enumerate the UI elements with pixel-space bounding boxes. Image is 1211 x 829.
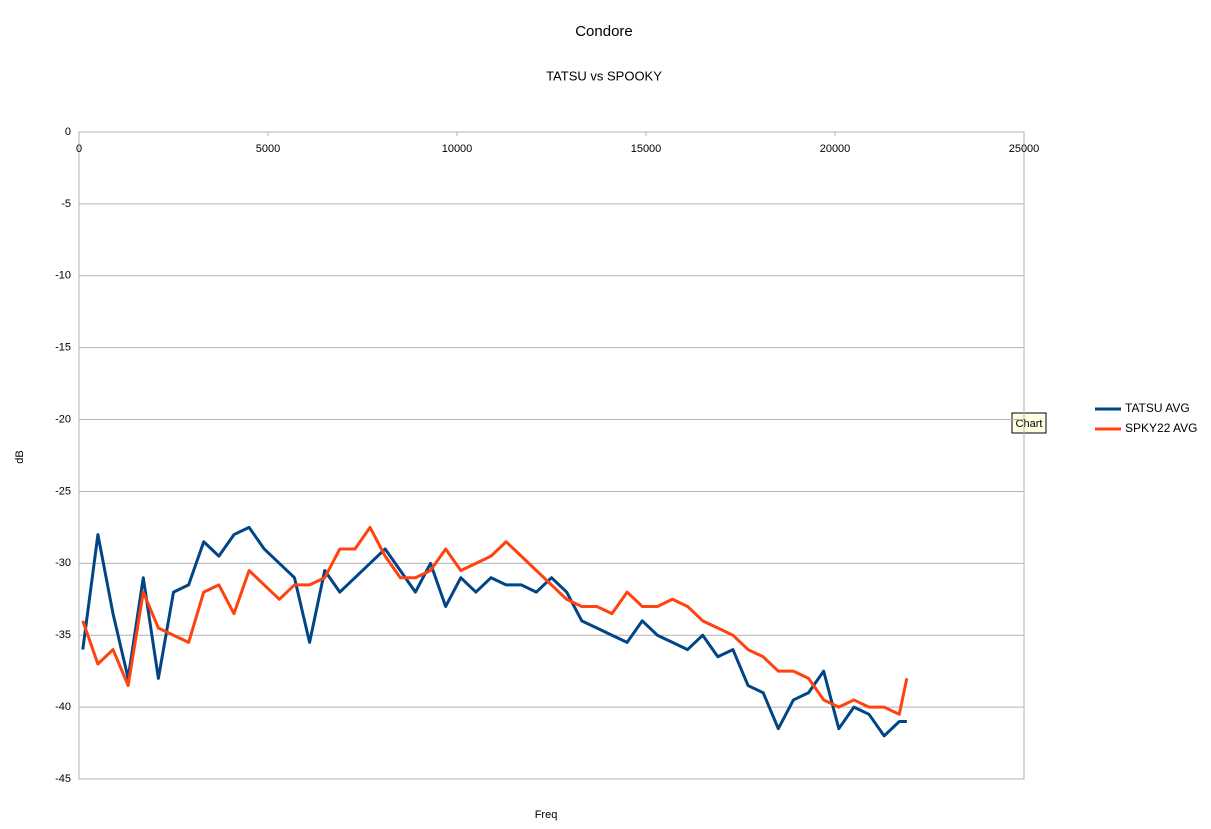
y-axis-label: dB (14, 450, 26, 463)
plot-area (78, 131, 1025, 780)
x-tick-label: 5000 (256, 143, 280, 155)
legend-label: TATSU AVG (1125, 401, 1190, 415)
legend-label: SPKY22 AVG (1125, 421, 1198, 435)
y-tick-label: -15 (55, 342, 71, 354)
x-tick-label: 0 (76, 143, 82, 155)
tooltip-box (1011, 412, 1047, 434)
y-tick-label: -20 (55, 413, 71, 425)
x-tick-label: 10000 (442, 143, 473, 155)
series-line (81, 525, 907, 738)
y-tick-label: -45 (55, 773, 71, 785)
y-tick-label: -30 (55, 557, 71, 569)
y-tick-label: -10 (55, 270, 71, 282)
y-tick-label: -40 (55, 701, 71, 713)
y-tick-label: -25 (55, 485, 71, 497)
x-tick-label: 15000 (631, 143, 662, 155)
tooltip: Chart (1016, 418, 1043, 430)
chart-subtitle: TATSU vs SPOOKY (546, 68, 662, 83)
x-tick-label: 20000 (820, 143, 851, 155)
series-line (81, 525, 909, 716)
y-tick-label: -35 (55, 629, 71, 641)
chart-title: Condore (575, 23, 633, 40)
x-tick-label: 25000 (1009, 143, 1040, 155)
y-tick-label: 0 (65, 126, 71, 138)
y-tick-label: -5 (61, 198, 71, 210)
x-axis-label: Freq (535, 809, 558, 821)
